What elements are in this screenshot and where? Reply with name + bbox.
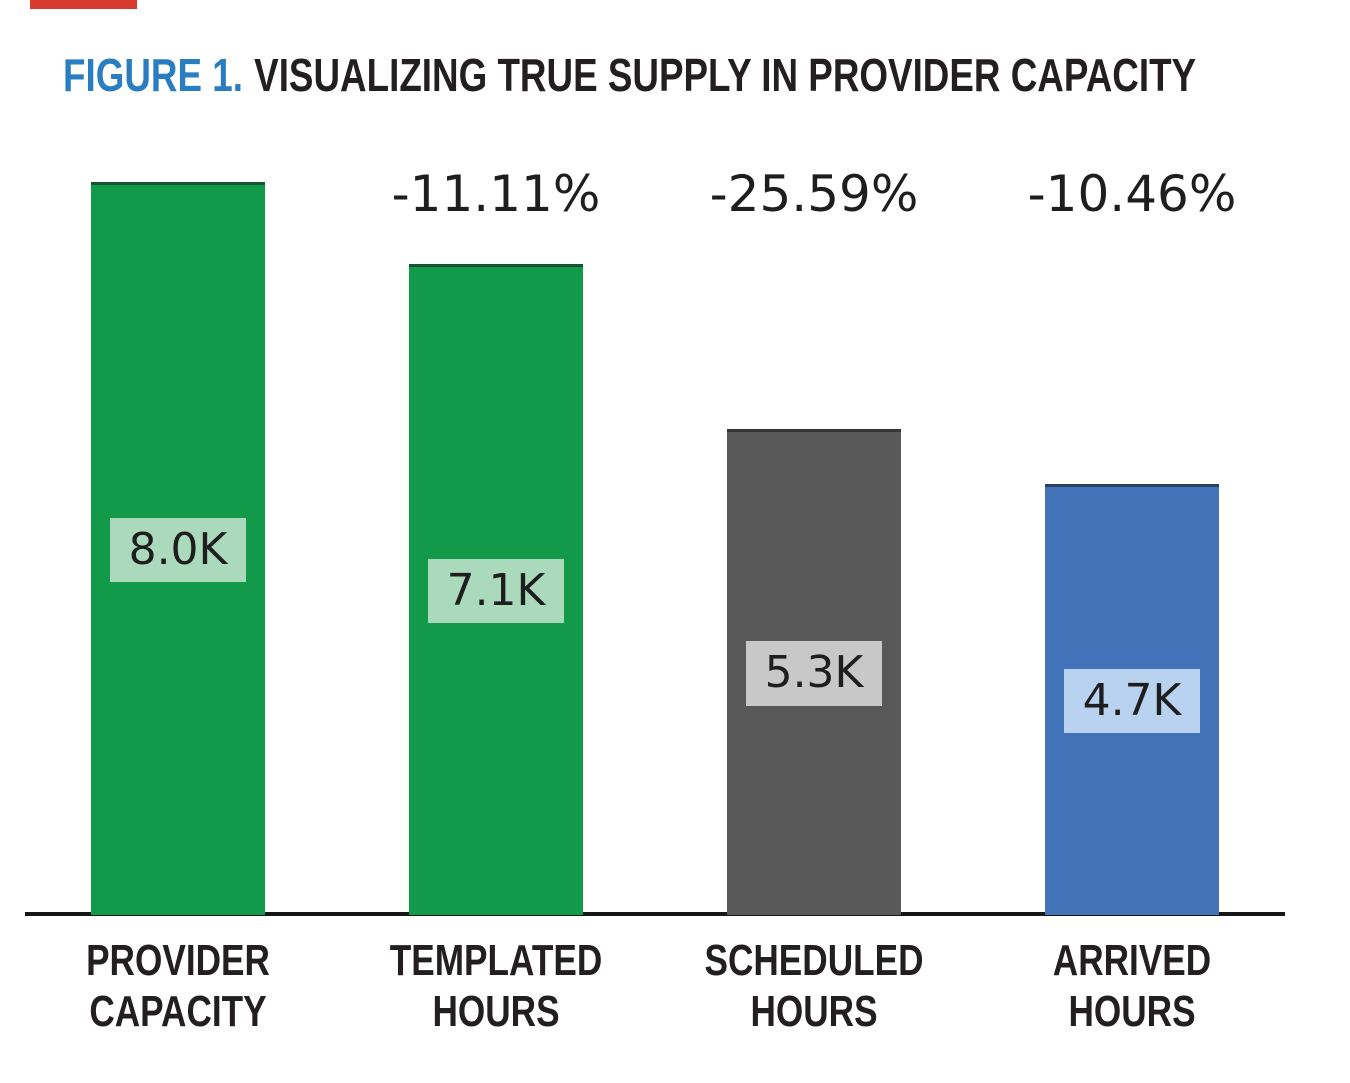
red-accent-bar (30, 0, 137, 9)
value-label-provider-capacity: 8.0K (109, 517, 247, 583)
value-label-templated-hours: 7.1K (427, 558, 565, 624)
value-label-scheduled-hours: 5.3K (745, 641, 883, 706)
category-label-templated-hours: TEMPLATED HOURS (389, 936, 603, 1036)
bar-provider-capacity: 8.0K (91, 182, 265, 915)
pct-change-label-scheduled-hours: -25.59% (709, 165, 919, 223)
category-label-provider-capacity: PROVIDER CAPACITY (86, 936, 270, 1036)
figure-title-text: VISUALIZING TRUE SUPPLY IN PROVIDER CAPA… (254, 49, 1197, 101)
x-axis-line (25, 912, 1285, 916)
pct-change-label-arrived-hours: -10.46% (1027, 165, 1237, 223)
bar-templated-hours: 7.1K (409, 264, 583, 915)
figure-title: FIGURE 1. VISUALIZING TRUE SUPPLY IN PROV… (63, 48, 1196, 102)
category-label-scheduled-hours: SCHEDULED HOURS (704, 936, 924, 1036)
figure-number-label: FIGURE 1. (63, 49, 243, 101)
value-label-arrived-hours: 4.7K (1063, 668, 1201, 734)
category-label-arrived-hours: ARRIVED HOURS (1052, 936, 1212, 1036)
pct-change-label-templated-hours: -11.11% (391, 165, 601, 223)
bar-arrived-hours: 4.7K (1045, 484, 1219, 915)
bar-scheduled-hours: 5.3K (727, 429, 901, 915)
